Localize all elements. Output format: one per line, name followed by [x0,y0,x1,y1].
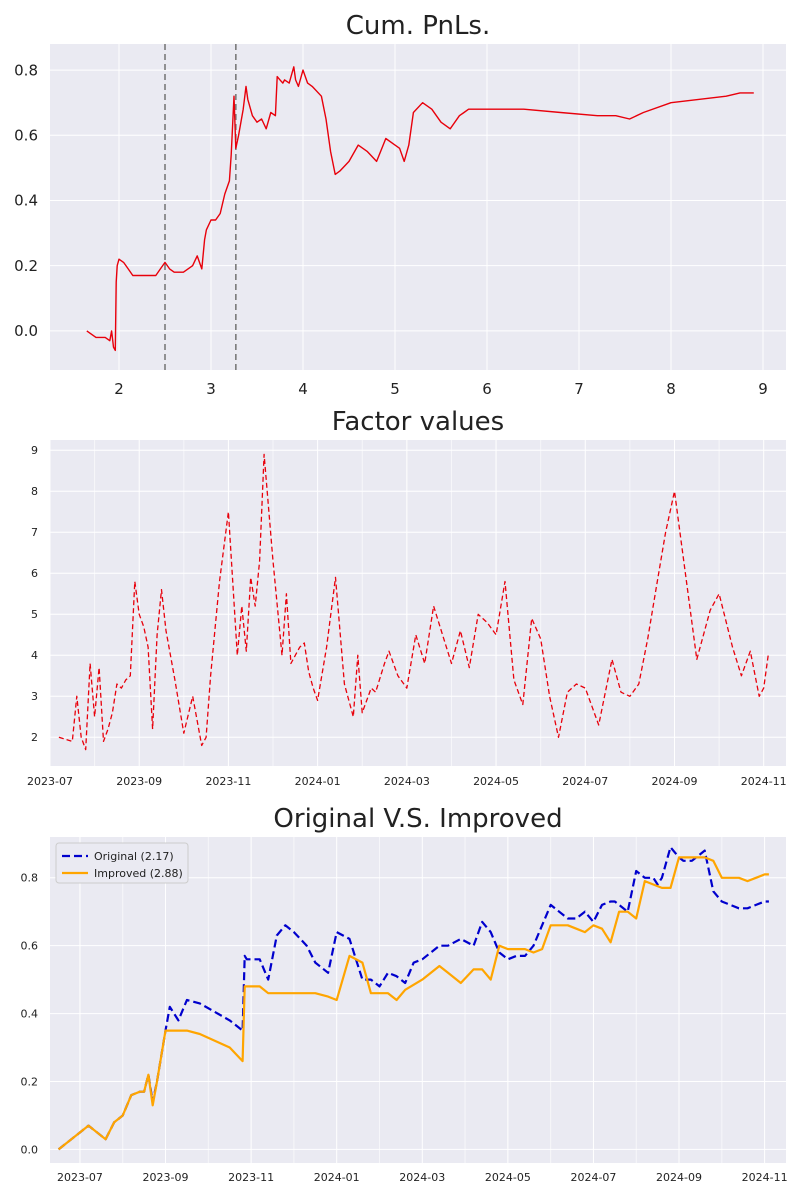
y-tick-label: 0.0 [14,322,38,340]
x-tick-label: 2023-11 [205,775,251,788]
chart-panel-1: Cum. PnLs. 2 3 4 5 6 7 8 9 0.0 0.2 0.4 0.6 0.8 [14,11,786,398]
y-tick-label: 0.8 [14,61,38,79]
x-tick-label: 2 [114,380,124,398]
y-tick-label: 0.4 [21,1007,39,1020]
y-tick-label: 0.2 [14,257,38,275]
legend-box [55,842,189,884]
y-tick-label: 8 [31,485,38,498]
x-tick-label: 2024-05 [485,1171,531,1184]
y-tick-label: 2 [31,731,38,744]
y-tick-label: 5 [31,608,38,621]
y-tick-label: 0.0 [21,1143,39,1156]
gridlines [50,44,786,370]
x-tick-label: 5 [390,380,400,398]
x-tick-label: 2024-07 [570,1171,616,1184]
x-tick-label: 6 [482,380,492,398]
x-tick-label: 8 [666,380,676,398]
x-tick-label: 2024-03 [384,775,430,788]
y-tick-label: 7 [31,526,38,539]
x-tick-label: 4 [298,380,308,398]
x-tick-label: 2024-01 [295,775,341,788]
series-line-improved [57,856,769,1151]
chart-panel-3: Original V.S. Improved 2023-07 2023-09 2023… [21,804,788,1184]
legend-label: Improved (2.88) [94,867,183,880]
x-tick-label: 2024-09 [656,1171,702,1184]
y-tick-label: 0.2 [21,1075,39,1088]
plot-area [58,453,769,751]
plot-background [50,440,786,766]
y-tick-label: 3 [31,690,38,703]
gridlines [49,440,786,766]
y-tick-label: 9 [31,444,38,457]
y-tick-label: 0.6 [14,127,38,145]
series-line-1 [58,453,769,751]
x-tick-label: 2024-09 [652,775,698,788]
x-tick-label: 2023-07 [57,1171,103,1184]
y-tick-label: 0.4 [14,192,38,210]
y-tick-label: 4 [31,649,38,662]
x-tick-label: 2024-11 [742,1171,788,1184]
plot-area [57,846,769,1151]
y-tick-label: 0.6 [21,940,39,953]
chart-title: Cum. PnLs. [346,11,491,41]
y-tick-label: 0.8 [21,872,39,885]
plot-background [50,44,786,370]
series-line-1 [86,66,754,352]
legend-label: Original (2.17) [94,850,174,863]
legend: Original (2.17) Improved (2.88) [55,842,189,884]
x-tick-label: 2023-11 [228,1171,274,1184]
chart-title: Factor values [332,407,504,437]
x-tick-label: 2024-11 [741,775,787,788]
x-tick-label: 9 [758,380,768,398]
x-tick-label: 2024-01 [314,1171,360,1184]
chart-title: Original V.S. Improved [273,804,562,834]
chart-panel-2: Factor values 2023-07 2023-09 2023-11 2024-0… [27,407,787,788]
x-tick-label: 3 [206,380,216,398]
x-tick-label: 7 [574,380,584,398]
plot-area [86,44,754,370]
x-tick-label: 2024-07 [562,775,608,788]
x-tick-label: 2023-09 [116,775,162,788]
x-tick-label: 2024-05 [473,775,519,788]
x-tick-label: 2023-07 [27,775,73,788]
x-tick-label: 2024-03 [399,1171,445,1184]
x-tick-label: 2023-09 [143,1171,189,1184]
series-line-original [57,846,769,1151]
plot-background [50,837,786,1163]
y-tick-label: 6 [31,567,38,580]
gridlines [50,837,786,1163]
